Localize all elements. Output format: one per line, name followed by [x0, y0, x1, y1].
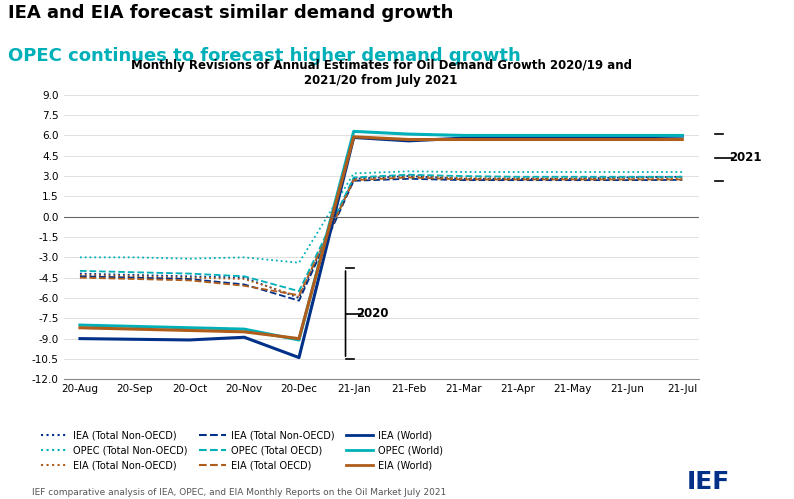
Text: IEF comparative analysis of IEA, OPEC, and EIA Monthly Reports on the Oil Market: IEF comparative analysis of IEA, OPEC, a… — [32, 488, 446, 497]
Text: OPEC continues to forecast higher demand growth: OPEC continues to forecast higher demand… — [8, 47, 521, 65]
Text: IEF: IEF — [687, 470, 730, 494]
Title: Monthly Revisions of Annual Estimates for Oil Demand Growth 2020/19 and
2021/20 : Monthly Revisions of Annual Estimates fo… — [131, 59, 631, 87]
Legend: IEA (Total Non-OECD), OPEC (Total Non-OECD), EIA (Total Non-OECD), IEA (Total No: IEA (Total Non-OECD), OPEC (Total Non-OE… — [37, 427, 447, 474]
Text: 2020: 2020 — [357, 307, 389, 320]
Text: IEA and EIA forecast similar demand growth: IEA and EIA forecast similar demand grow… — [8, 4, 453, 22]
Text: 2021: 2021 — [729, 151, 761, 164]
